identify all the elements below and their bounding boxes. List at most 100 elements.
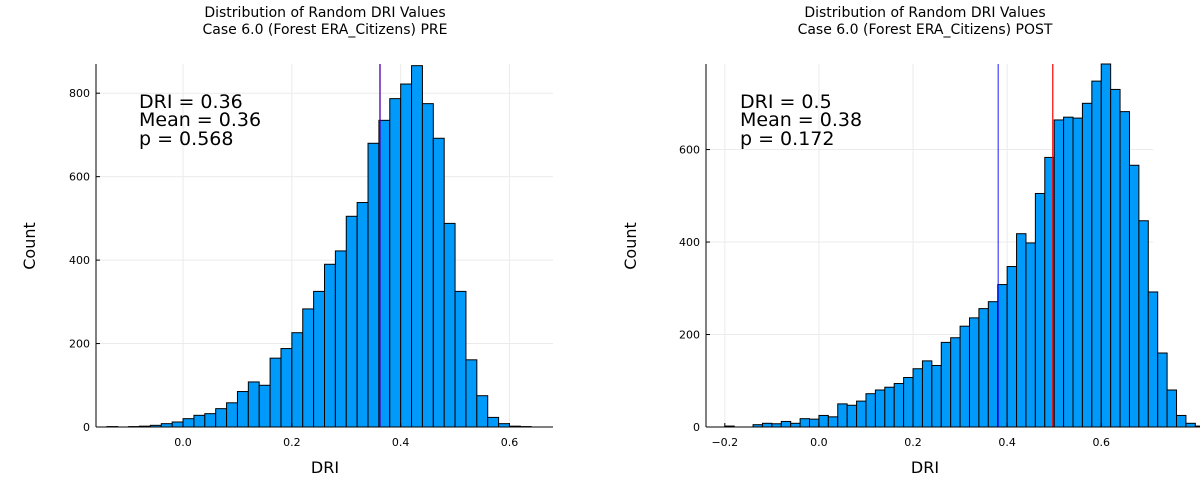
histogram-bar [885,387,894,427]
histogram-bar [303,309,314,427]
histogram-bar [390,99,401,427]
panel-post: Distribution of Random DRI Values Case 6… [621,5,1200,477]
histogram-bar [444,223,455,427]
histogram-bar [951,338,960,427]
histogram-bar [1101,64,1110,427]
histogram-bar [800,419,809,427]
histogram-bar [412,66,423,427]
histogram-bar [1195,426,1200,427]
histogram-bar [1026,243,1035,427]
histogram-bar [346,216,357,427]
histogram-bar [810,419,819,427]
panel-pre: Distribution of Random DRI Values Case 6… [20,5,553,477]
histogram-bar [368,143,379,427]
histogram-bar [1186,423,1195,427]
histogram-bar [979,309,988,427]
x-tick-label: 0.4 [392,436,410,449]
x-tick-label: −0.2 [711,436,738,449]
x-tick-label: 0.0 [174,436,192,449]
histogram-bar [248,382,259,427]
histogram-bar [988,302,997,427]
histogram-bar [499,424,510,427]
histogram-bar [335,251,346,427]
x-tick-label: 0.6 [1092,436,1110,449]
histogram-bar [781,421,790,427]
histogram-bar [857,401,866,427]
y-tick-label: 0 [83,421,90,434]
y-tick-label: 400 [679,236,700,249]
y-tick-label: 200 [679,329,700,342]
histogram-bar [847,405,856,427]
chart-subtitle-pre: Case 6.0 (Forest ERA_Citizens) PRE [203,22,448,38]
histogram-bar [969,318,978,427]
histogram-bar [1158,353,1167,427]
x-tick-label: 0.6 [501,436,519,449]
annotation-p-post: p = 0.172 [740,128,834,150]
histogram-bar [205,414,216,427]
histogram-bar [838,404,847,427]
histogram-bar [1054,120,1063,427]
histogram-bar [913,369,922,427]
histogram-bar [1017,234,1026,427]
histogram-bar [1148,292,1157,427]
histogram-bar [819,415,828,427]
y-tick-label: 600 [69,171,90,184]
histogram-bar [1073,118,1082,427]
histogram-bar [875,390,884,427]
histogram-bar [194,415,205,427]
y-tick-label: 200 [69,338,90,351]
y-axis-label-post: Count [621,222,640,270]
x-tick-label: 0.2 [904,436,922,449]
histogram-bar [932,365,941,427]
histogram-bar [1082,103,1091,427]
histogram-bar [922,361,931,427]
histogram-bar [161,424,172,427]
histogram-bar [1092,81,1101,427]
histogram-bar [1007,267,1016,427]
histogram-bar [183,419,194,427]
histogram-bar [1139,221,1148,427]
histogram-bar [1035,193,1044,427]
histogram-bar [1167,390,1176,427]
histogram-bar [466,360,477,427]
histogram-bar [292,333,303,427]
histogram-bar [960,326,969,427]
histogram-bar [828,417,837,427]
histogram-bar [488,417,499,427]
x-tick-label: 0.2 [283,436,301,449]
histogram-bar [270,358,281,427]
y-tick-label: 0 [693,421,700,434]
histogram-bar [1064,117,1073,427]
histogram-bar [433,138,444,427]
histogram-bar [1129,165,1138,427]
x-tick-label: 0.0 [810,436,828,449]
histogram-bar [172,422,183,427]
y-axis-label-pre: Count [20,222,39,270]
histogram-bar [904,378,913,427]
histogram-bar [998,285,1007,427]
chart-subtitle-post: Case 6.0 (Forest ERA_Citizens) POST [798,22,1053,38]
histogram-bar [477,396,488,427]
chart-title-post: Distribution of Random DRI Values [804,5,1045,21]
chart-title-pre: Distribution of Random DRI Values [204,5,445,21]
histogram-bar [1120,112,1129,427]
y-tick-label: 600 [679,144,700,157]
histogram-bar [1177,415,1186,427]
histogram-bar [259,385,270,427]
histogram-bar [762,423,771,427]
histogram-bar [216,409,227,427]
histogram-bar [791,423,800,427]
histogram-bar [941,342,950,427]
histogram-bar [357,203,368,427]
y-tick-label: 800 [69,87,90,100]
histogram-bar [422,104,433,427]
histogram-bar [866,394,875,427]
x-axis-label-post: DRI [911,458,939,477]
x-axis-label-pre: DRI [311,458,339,477]
histogram-bar [455,291,466,427]
histogram-bar [325,264,336,427]
y-tick-label: 400 [69,254,90,267]
histogram-bar [314,291,325,427]
